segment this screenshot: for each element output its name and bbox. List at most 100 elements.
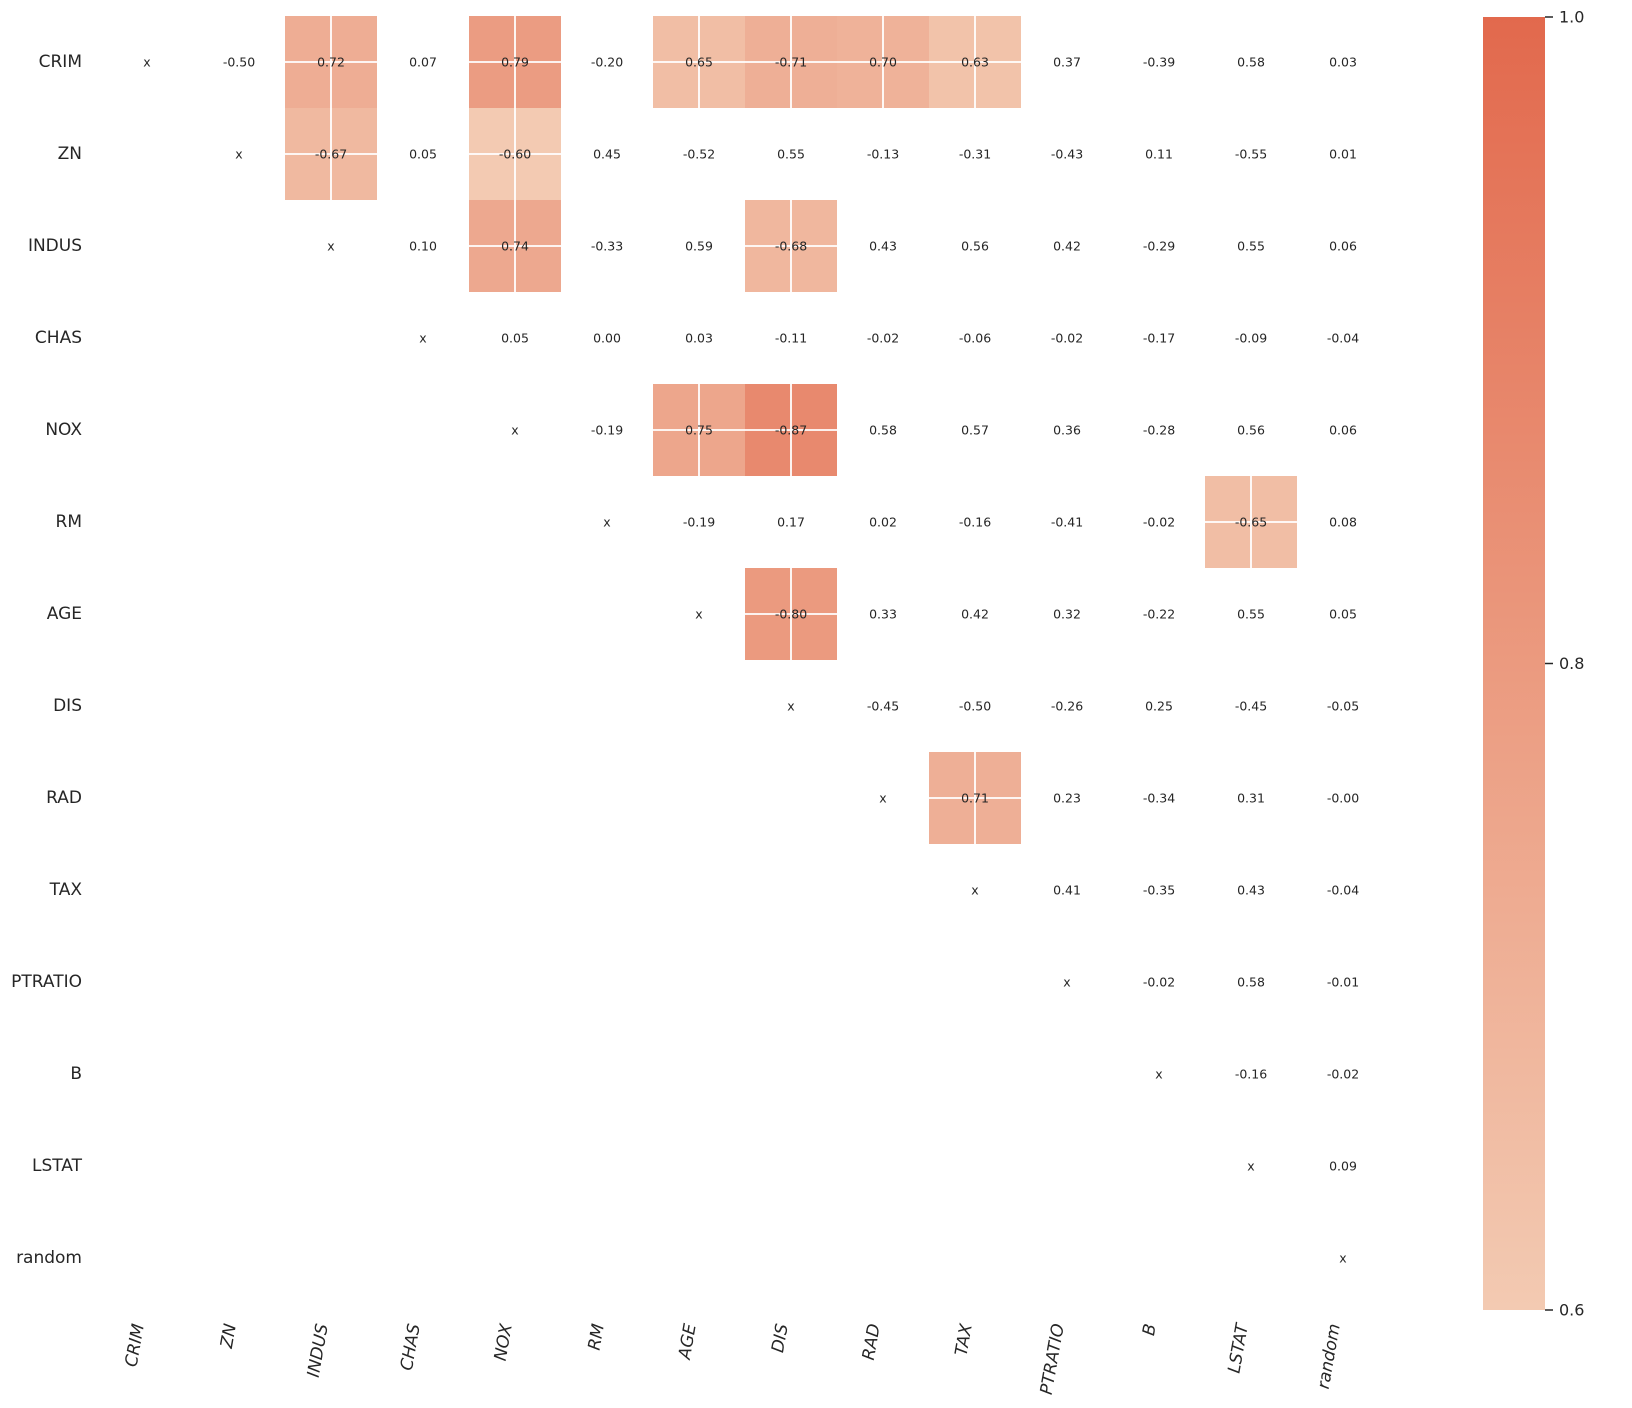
cell-label-B-B: x (1155, 1067, 1162, 1082)
cell-label-NOX-NOX: x (511, 423, 518, 438)
cell-label-NOX-RM: -0.19 (591, 423, 623, 438)
cell-label-ZN-TAX: -0.31 (959, 147, 991, 162)
cell-label-CHAS-AGE: 0.03 (685, 331, 713, 346)
cell-label-CHAS-TAX: -0.06 (959, 331, 991, 346)
col-label-B: B (1139, 1322, 1161, 1337)
cell-label-NOX-LSTAT: 0.56 (1237, 423, 1265, 438)
col-label-RAD: RAD (859, 1322, 885, 1361)
row-label-random: random (16, 1248, 82, 1268)
cell-label-NOX-random: 0.06 (1329, 423, 1357, 438)
cell-label-AGE-TAX: 0.42 (961, 607, 989, 622)
cell-label-INDUS-PTRATIO: 0.42 (1053, 239, 1081, 254)
cell-label-INDUS-RM: -0.33 (591, 239, 623, 254)
cell-label-INDUS-B: -0.29 (1143, 239, 1175, 254)
cell-label-RM-PTRATIO: -0.41 (1051, 515, 1083, 530)
cell-label-RM-DIS: 0.17 (777, 515, 805, 530)
cell-label-DIS-B: 0.25 (1145, 699, 1173, 714)
cell-label-AGE-AGE: x (695, 607, 702, 622)
cell-label-ZN-LSTAT: -0.55 (1235, 147, 1267, 162)
col-label-RM: RM (585, 1322, 609, 1352)
cell-label-ZN-RM: 0.45 (593, 147, 621, 162)
row-label-B: B (70, 1064, 82, 1084)
cell-label-ZN-random: 0.01 (1329, 147, 1357, 162)
cell-label-CHAS-NOX: 0.05 (501, 331, 529, 346)
row-label-DIS: DIS (53, 696, 82, 716)
cell-label-INDUS-DIS: -0.68 (775, 239, 807, 254)
cell-label-CRIM-RM: -0.20 (591, 55, 623, 70)
cell-label-AGE-PTRATIO: 0.32 (1053, 607, 1081, 622)
col-label-LSTAT: LSTAT (1224, 1321, 1253, 1375)
row-label-AGE: AGE (47, 604, 82, 624)
row-label-ZN: ZN (58, 144, 82, 164)
cell-label-AGE-B: -0.22 (1143, 607, 1175, 622)
cell-label-RM-LSTAT: -0.65 (1235, 515, 1267, 530)
cell-label-RM-TAX: -0.16 (959, 515, 991, 530)
cell-label-PTRATIO-random: -0.01 (1327, 975, 1359, 990)
row-label-CHAS: CHAS (35, 328, 82, 348)
cell-label-CRIM-NOX: 0.79 (501, 55, 529, 70)
cell-label-DIS-TAX: -0.50 (959, 699, 991, 714)
cell-label-RAD-PTRATIO: 0.23 (1053, 791, 1081, 806)
cell-label-ZN-B: 0.11 (1145, 147, 1173, 162)
cell-label-CRIM-AGE: 0.65 (685, 55, 713, 70)
cell-label-RM-AGE: -0.19 (683, 515, 715, 530)
cell-label-INDUS-NOX: 0.74 (501, 239, 529, 254)
cell-label-INDUS-AGE: 0.59 (685, 239, 713, 254)
cell-label-ZN-INDUS: -0.67 (315, 147, 347, 162)
colorbar: 1.0 0.8 0.6 (1483, 8, 1584, 1320)
row-label-PTRATIO: PTRATIO (11, 972, 82, 992)
cell-label-NOX-PTRATIO: 0.36 (1053, 423, 1081, 438)
cell-label-NOX-RAD: 0.58 (869, 423, 897, 438)
cell-label-CHAS-PTRATIO: -0.02 (1051, 331, 1083, 346)
cell-label-ZN-PTRATIO: -0.43 (1051, 147, 1083, 162)
cell-label-ZN-DIS: 0.55 (777, 147, 805, 162)
row-label-TAX: TAX (49, 880, 83, 900)
cell-label-ZN-ZN: x (235, 147, 242, 162)
cell-label-TAX-PTRATIO: 0.41 (1053, 883, 1081, 898)
cell-label-ZN-AGE: -0.52 (683, 147, 715, 162)
cell-label-DIS-RAD: -0.45 (867, 699, 899, 714)
cell-label-RM-RAD: 0.02 (869, 515, 897, 530)
cell-label-DIS-LSTAT: -0.45 (1235, 699, 1267, 714)
cell-label-RAD-LSTAT: 0.31 (1237, 791, 1265, 806)
cell-label-random-random: x (1339, 1251, 1346, 1266)
cell-label-LSTAT-random: 0.09 (1329, 1159, 1357, 1174)
heatmap-gridlines (285, 16, 1297, 844)
cell-label-CRIM-CRIM: x (143, 55, 150, 70)
cell-label-RAD-RAD: x (879, 791, 886, 806)
cell-label-CHAS-RAD: -0.02 (867, 331, 899, 346)
cell-label-NOX-AGE: 0.75 (685, 423, 713, 438)
colorbar-gradient (1483, 17, 1545, 1310)
cell-label-ZN-CHAS: 0.05 (409, 147, 437, 162)
cell-label-DIS-random: -0.05 (1327, 699, 1359, 714)
cell-label-RM-RM: x (603, 515, 610, 530)
cell-label-CHAS-RM: 0.00 (593, 331, 621, 346)
col-label-AGE: AGE (675, 1322, 701, 1362)
cell-label-NOX-DIS: -0.87 (775, 423, 807, 438)
row-label-RAD: RAD (46, 788, 82, 808)
cell-label-RAD-TAX: 0.71 (961, 791, 989, 806)
col-label-PTRATIO: PTRATIO (1037, 1322, 1069, 1396)
col-label-NOX: NOX (491, 1322, 517, 1363)
cell-label-RAD-random: -0.00 (1327, 791, 1359, 806)
cell-label-INDUS-INDUS: x (327, 239, 334, 254)
cell-label-CHAS-CHAS: x (419, 331, 426, 346)
y-axis-tick-labels: CRIM ZN INDUS CHAS NOX RM AGE DIS RAD TAX PTRATIO B… (11, 52, 82, 1268)
cell-label-ZN-RAD: -0.13 (867, 147, 899, 162)
row-label-LSTAT: LSTAT (32, 1156, 83, 1176)
cell-label-RM-B: -0.02 (1143, 515, 1175, 530)
cell-label-DIS-DIS: x (787, 699, 794, 714)
row-label-NOX: NOX (45, 420, 82, 440)
colorbar-tick-label: 1.0 (1559, 8, 1584, 27)
col-label-TAX: TAX (952, 1322, 977, 1357)
cell-label-CHAS-LSTAT: -0.09 (1235, 331, 1267, 346)
cell-label-PTRATIO-B: -0.02 (1143, 975, 1175, 990)
cell-label-INDUS-random: 0.06 (1329, 239, 1357, 254)
cell-label-AGE-LSTAT: 0.55 (1237, 607, 1265, 622)
col-label-random: random (1314, 1322, 1345, 1390)
heatmap-cell-labels: x -0.50 0.72 0.07 0.79 -0.20 0.65 -0.71 0.70 0.63… (143, 55, 1359, 1266)
cell-label-CRIM-RAD: 0.70 (869, 55, 897, 70)
cell-label-CRIM-random: 0.03 (1329, 55, 1357, 70)
col-label-DIS: DIS (768, 1322, 793, 1354)
